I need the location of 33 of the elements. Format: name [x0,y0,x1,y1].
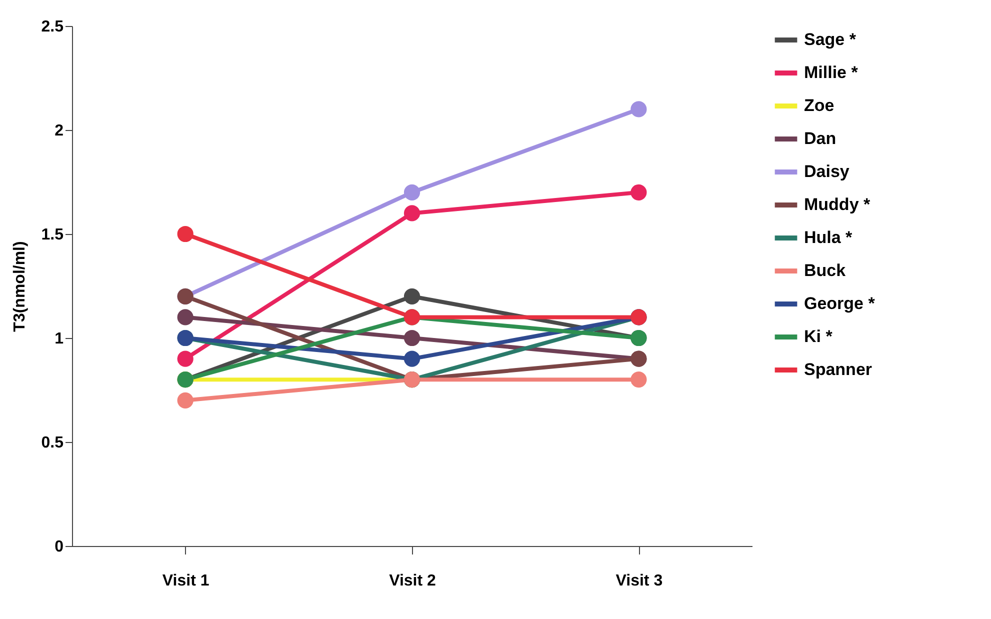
point [404,350,420,367]
x-tick-label: Visit 1 [162,572,210,590]
legend-label: Muddy * [804,195,870,214]
point [177,392,194,408]
point [630,101,647,118]
y-tick-label: 2 [54,122,64,140]
y-tick-label: 2.5 [41,18,64,36]
legend-label: George * [804,294,876,313]
legend-label: Ki * [804,327,833,346]
y-axis-title: T3(nmol/ml) [11,241,28,332]
legend-label: Daisy [804,162,850,181]
legend-label: Millie * [804,63,858,82]
point [630,372,647,388]
legend-label: Buck [804,261,846,280]
legend-label: Hula * [804,228,853,247]
x-tick-label: Visit 3 [616,572,663,590]
y-tick-label: 0.5 [41,434,64,452]
y-tick-label: 1 [54,330,64,348]
point [404,184,420,200]
point [404,288,420,304]
legend-label: Spanner [804,360,872,379]
point [177,226,194,242]
point [404,205,420,222]
point [177,309,194,326]
y-tick-label: 0 [54,538,64,556]
y-tick-label: 1.5 [41,226,64,244]
point [404,330,420,346]
x-tick-label: Visit 2 [389,572,436,590]
legend-label: Dan [804,129,836,148]
point [630,184,647,200]
legend-label: Sage * [804,30,856,49]
point [177,350,194,367]
legend-label: Zoe [804,96,834,115]
